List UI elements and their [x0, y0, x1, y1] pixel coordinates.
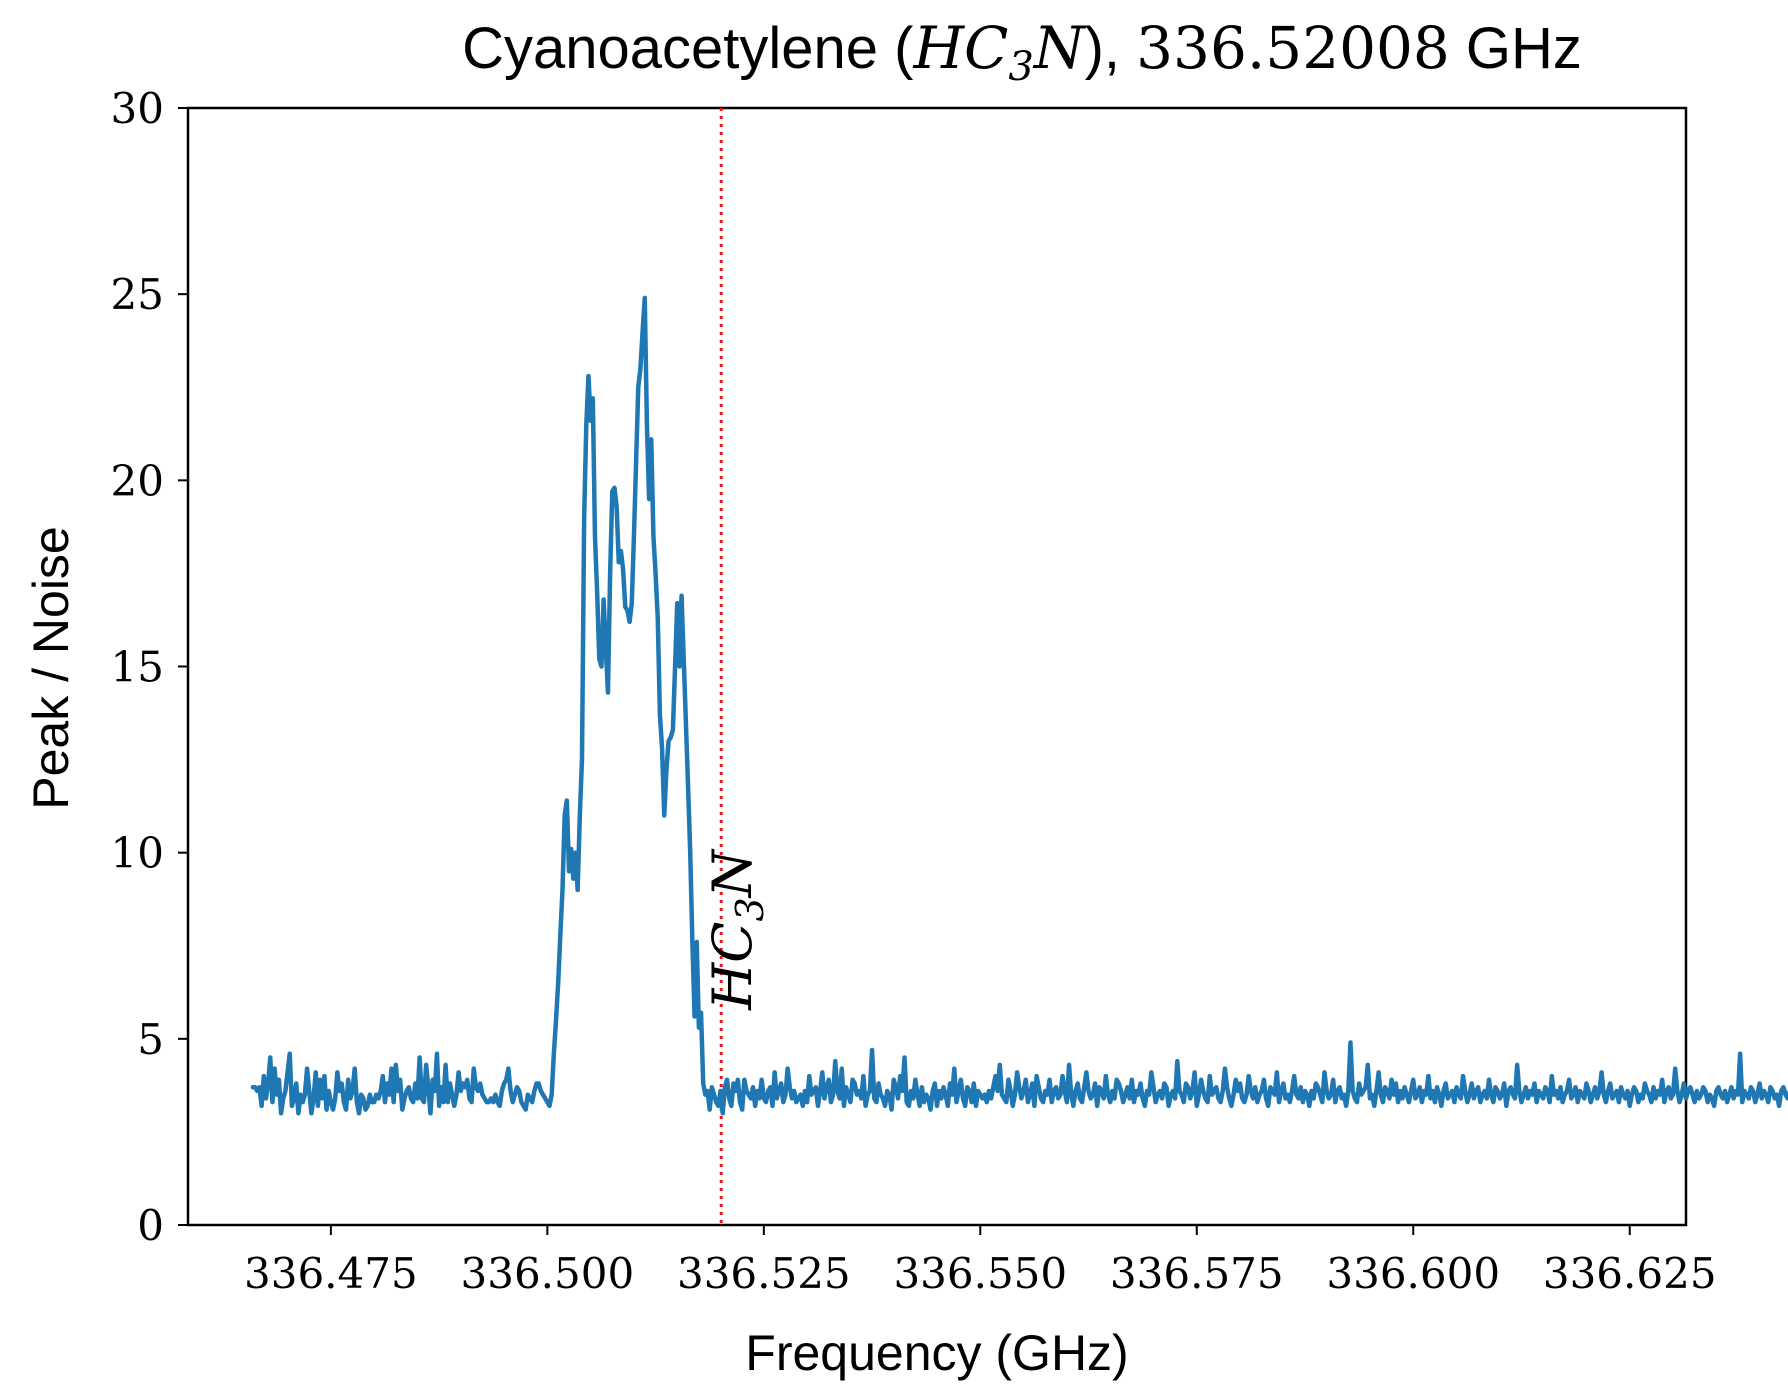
- plot-frame: [186, 106, 1688, 1227]
- y-tick-label: 5: [137, 1015, 164, 1064]
- title-molecule-main-2: N: [1032, 14, 1087, 82]
- x-axis-label: Frequency (GHz): [745, 1325, 1128, 1381]
- y-axis-ticks: 0 5 10 15 20 25 30: [111, 84, 188, 1250]
- x-tick-label: 336.525: [677, 1249, 851, 1298]
- y-axis-label: Peak / Noise: [23, 526, 79, 809]
- title-suffix: GHz: [1450, 16, 1582, 81]
- y-tick-label: 15: [111, 643, 164, 692]
- title-molecule-sub: 3: [1008, 44, 1033, 90]
- spectrum-line: [250, 295, 1788, 1116]
- title-prefix: Cyanoacetylene (: [462, 16, 913, 81]
- ref-label-main-1: HC: [701, 922, 764, 1011]
- x-axis-ticks: 336.475 336.500 336.525 336.550 336.575 336.6…: [244, 1225, 1717, 1298]
- title-molecule-main-1: HC: [912, 14, 1008, 82]
- y-tick-label: 10: [111, 829, 164, 878]
- x-tick-label: 336.475: [244, 1249, 418, 1298]
- y-tick-label: 0: [137, 1201, 164, 1250]
- x-tick-label: 336.575: [1110, 1249, 1284, 1298]
- x-tick-label: 336.500: [461, 1249, 635, 1298]
- x-tick-label: 336.600: [1326, 1249, 1500, 1298]
- chart-title: Cyanoacetylene (HC3N), 336.52008 GHz: [462, 14, 1582, 90]
- x-tick-label: 336.550: [893, 1249, 1067, 1298]
- y-tick-label: 20: [111, 456, 164, 505]
- x-tick-label: 336.625: [1543, 1249, 1717, 1298]
- y-tick-label: 30: [111, 84, 164, 133]
- title-middle: ),: [1085, 16, 1137, 81]
- ref-label-sub: 3: [728, 897, 772, 921]
- ref-label-main-2: N: [701, 848, 764, 899]
- title-frequency: 336.52008: [1136, 14, 1450, 82]
- reference-line-label: HC3N: [701, 848, 772, 1011]
- y-tick-label: 25: [111, 270, 164, 319]
